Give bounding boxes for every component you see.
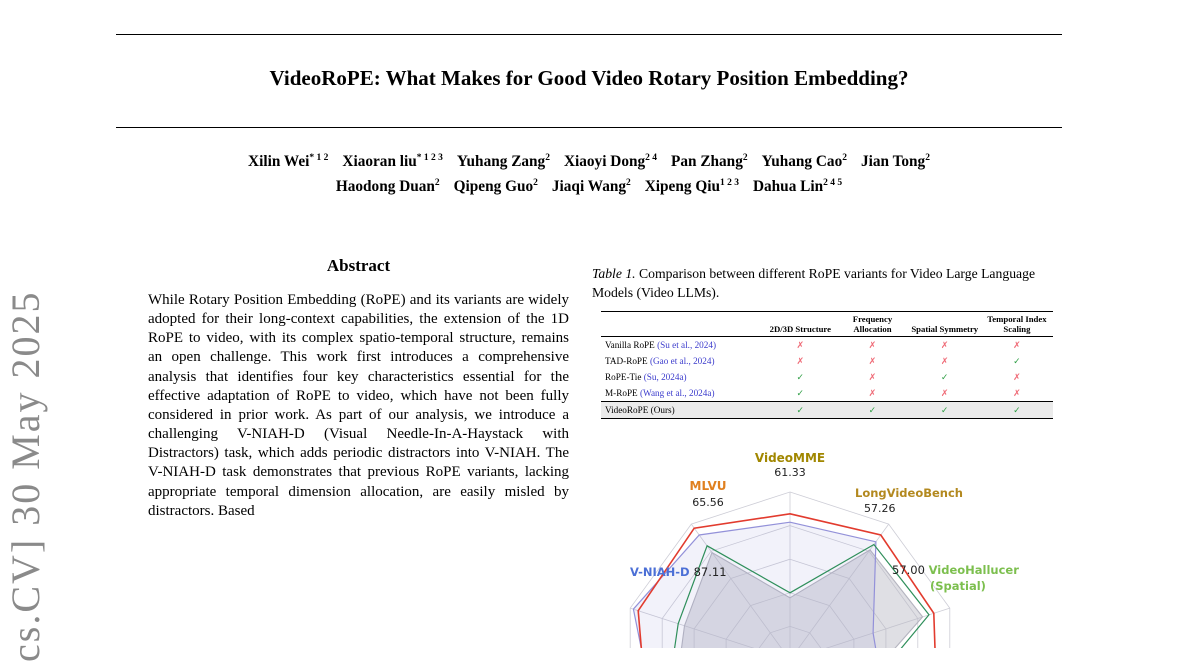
- model-name: RoPE-Tie: [605, 372, 644, 382]
- cross-mark: ✗: [868, 387, 877, 398]
- cross-mark: ✗: [868, 339, 877, 350]
- check-mark: ✓: [940, 371, 949, 382]
- author: Haodong Duan2: [335, 178, 440, 196]
- model-name-cell: VideoRoPE (Ours): [601, 402, 764, 419]
- check-mark: ✓: [796, 387, 805, 398]
- radar-axis-label-videomme: VideoMME: [755, 451, 825, 465]
- title-rule-bottom: [116, 127, 1062, 129]
- radar-grid-ring: [661, 525, 919, 648]
- citation-link[interactable]: (Gao et al., 2024): [649, 356, 715, 366]
- abstract-text: While Rotary Position Embedding (RoPE) a…: [148, 292, 569, 519]
- author: Yuhang Zang2: [456, 153, 550, 171]
- author: Xipeng Qiu1 2 3: [644, 178, 739, 196]
- cross-mark: ✗: [940, 387, 949, 398]
- model-name-cell: TAD-RoPE (Gao et al., 2024): [601, 353, 764, 369]
- citation-link[interactable]: (Su, 2024a): [643, 372, 687, 382]
- radar-grid-ring: [725, 592, 855, 648]
- paper-title: VideoRoPE: What Makes for Good Video Rot…: [269, 66, 909, 90]
- model-name: Vanilla RoPE: [605, 340, 658, 350]
- author: Yuhang Cao2: [761, 153, 847, 171]
- model-name: VideoRoPE: [605, 405, 651, 415]
- table-row: M-RoPE (Wang et al., 2024a) ✓ ✗ ✗ ✗: [601, 385, 1053, 402]
- cross-mark: ✗: [1013, 339, 1021, 350]
- radar-series-series-purple: [632, 521, 877, 648]
- radar-axis-label-longvideobench: LongVideoBench: [855, 486, 963, 500]
- cross-mark: ✗: [796, 339, 805, 350]
- column-header: Spatial Symmetry: [911, 324, 979, 334]
- column-header: 2D/3D Structure: [769, 324, 831, 334]
- left-column: Abstract While Rotary Position Embedding…: [148, 256, 569, 521]
- radar-spoke: [630, 607, 755, 648]
- radar-grid-ring: [758, 625, 822, 648]
- table-row: Vanilla RoPE (Su et al., 2024) ✗ ✗ ✗ ✗: [601, 337, 1053, 354]
- radar-axis-label-videohallucer-spatial: (Spatial): [930, 579, 986, 593]
- table-row: TAD-RoPE (Gao et al., 2024) ✗ ✗ ✗ ✓: [601, 353, 1053, 369]
- author: Xiaoran liu* 1 2 3: [342, 153, 443, 171]
- table-row: VideoRoPE (Ours) ✓ ✓ ✓ ✓: [601, 401, 1053, 419]
- check-mark: ✓: [1013, 404, 1021, 415]
- table-caption: Table 1. Comparison between different Ro…: [592, 264, 1062, 302]
- radar-axis-label-mlvu: MLVU: [690, 479, 727, 493]
- radar-axis-value-longvideobench: 57.26: [864, 502, 896, 515]
- citation-link[interactable]: (Su et al., 2024): [657, 340, 717, 350]
- model-name: TAD-RoPE: [605, 356, 650, 366]
- cross-mark: ✗: [1013, 387, 1021, 398]
- radar-axis-value-videomme: 61.33: [774, 466, 806, 479]
- author: Xilin Wei* 1 2: [248, 153, 329, 171]
- table-caption-text: Comparison between different RoPE varian…: [592, 266, 1036, 300]
- author: Jian Tong2: [860, 153, 930, 171]
- radar-grid-ring: [629, 491, 951, 648]
- check-mark: ✓: [796, 371, 805, 382]
- radar-axis-label-videohallucer: 57.00 VideoHallucer: [892, 563, 1019, 577]
- radar-spoke: [798, 523, 890, 648]
- author-list-line1: Xilin Wei* 1 2 Xiaoran liu* 1 2 3 Yuhang Z…: [100, 153, 1078, 171]
- check-mark: ✓: [940, 404, 949, 415]
- rope-comparison-table: 2D/3D Structure Frequency Allocation Spati…: [601, 311, 1053, 419]
- model-name: M-RoPE: [605, 388, 640, 398]
- author: Qipeng Guo2: [453, 178, 538, 196]
- model-name-cell: RoPE-Tie (Su, 2024a): [601, 369, 764, 385]
- right-column: Table 1. Comparison between different Ro…: [592, 264, 1062, 419]
- abstract-heading: Abstract: [326, 256, 391, 275]
- check-mark: ✓: [868, 404, 877, 415]
- column-header: Frequency Allocation: [852, 314, 893, 334]
- arxiv-watermark: cs.CV] 30 May 2025: [3, 290, 48, 662]
- radar-axis-label-vniahd: V-NIAH-D 87.11: [630, 565, 727, 579]
- author-list-line2: Haodong Duan2 Qipeng Guo2 Jiaqi Wang2 Xipen…: [100, 178, 1078, 196]
- column-header-blank: [601, 312, 764, 337]
- cross-mark: ✗: [1013, 371, 1021, 382]
- radar-series-series-gray: [680, 549, 924, 648]
- table-row: RoPE-Tie (Su, 2024a) ✓ ✗ ✓ ✗: [601, 369, 1053, 385]
- check-mark: ✓: [1013, 355, 1021, 366]
- table-caption-label: Table 1.: [592, 266, 636, 281]
- model-name-cell: Vanilla RoPE (Su et al., 2024): [601, 337, 764, 354]
- radar-series-series-red: [637, 512, 936, 648]
- author: Dahua Lin2 4 5: [752, 178, 843, 196]
- cross-mark: ✗: [868, 355, 877, 366]
- model-name-cell: M-RoPE (Wang et al., 2024a): [601, 385, 764, 402]
- cross-mark: ✗: [868, 371, 877, 382]
- author: Pan Zhang2: [671, 153, 748, 171]
- check-mark: ✓: [796, 404, 805, 415]
- author: Xiaoyi Dong2 4: [563, 153, 657, 171]
- cross-mark: ✗: [940, 339, 949, 350]
- title-rule-top: [116, 34, 1062, 36]
- cross-mark: ✗: [796, 355, 805, 366]
- citation-text: (Ours): [650, 405, 675, 415]
- citation-link[interactable]: (Wang et al., 2024a): [639, 388, 715, 398]
- column-header: Temporal Index Scaling: [987, 314, 1047, 334]
- radar-axis-value-mlvu: 65.56: [692, 496, 724, 509]
- radar-series-series-green: [674, 543, 930, 648]
- author: Jiaqi Wang2: [551, 178, 631, 196]
- cross-mark: ✗: [940, 355, 949, 366]
